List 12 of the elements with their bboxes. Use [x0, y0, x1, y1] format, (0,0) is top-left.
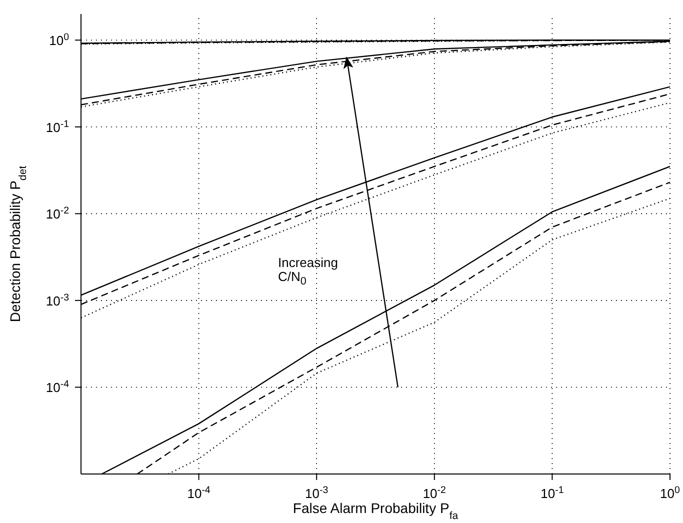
y-tick-label: 10$^{0}$: [49, 32, 70, 48]
y-tick-label: 10$^{-1}$: [46, 118, 69, 135]
x-tick-label: 10$^{0}$: [660, 484, 681, 501]
annotation: Increasing C/N$_{0}$: [278, 255, 339, 289]
y-tick-label: 10$^{-4}$: [46, 378, 70, 396]
x-tick-label: 10$^{-3}$: [305, 484, 328, 501]
x-tick-label: 10$^{-2}$: [422, 484, 446, 501]
x-tick-label: 10$^{-4}$: [187, 484, 211, 501]
x-tick-label: 10$^{-1}$: [540, 484, 564, 501]
x-axis-title: False Alarm Probability P$_{fa}$: [292, 500, 458, 522]
y-tick-label: 10$^{-3}$: [46, 292, 69, 308]
y-tick-label: 10$^{-2}$: [46, 205, 69, 222]
